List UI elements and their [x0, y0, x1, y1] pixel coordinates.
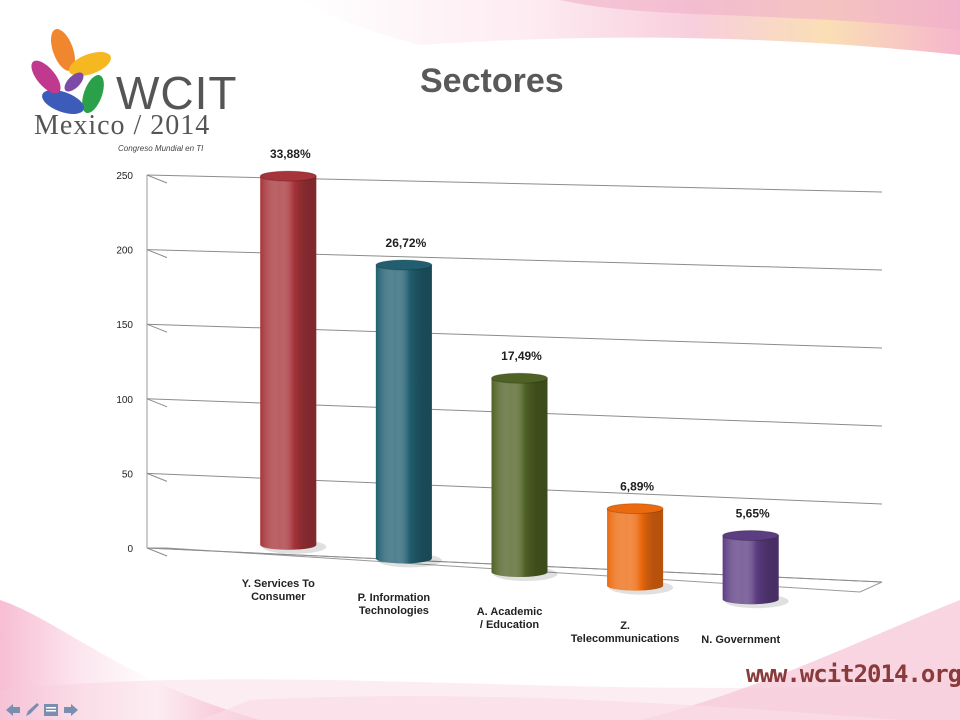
pen-icon[interactable]: [26, 703, 39, 716]
next-arrow-icon[interactable]: [64, 704, 78, 716]
bar-top: [259, 170, 317, 182]
bar-shading: [375, 264, 432, 564]
logo-location-year: Mexico / 2014: [34, 110, 211, 141]
bar-shading: [607, 508, 664, 591]
data-label: 33,88%: [270, 147, 311, 161]
y-tick-label: 100: [116, 395, 133, 406]
bar: [491, 372, 548, 577]
data-label: 5,65%: [736, 507, 770, 521]
data-label: 26,72%: [386, 236, 427, 250]
bar-top: [606, 503, 664, 515]
slide-nav-controls: [6, 703, 78, 716]
x-tick-label: N. Government: [701, 634, 780, 646]
y-tick-label: 200: [116, 246, 133, 257]
gridline-side: [146, 547, 168, 557]
logo-tagline: Congreso Mundial en TI: [118, 144, 204, 153]
pinwheel-icon: [31, 29, 111, 115]
bar: [375, 259, 433, 564]
bar: [722, 530, 780, 605]
gridline: [146, 323, 883, 349]
bar: [259, 170, 317, 550]
y-tick-label: 250: [116, 171, 133, 182]
prev-arrow-icon[interactable]: [6, 704, 20, 716]
logo-wcit-text: WCIT: [116, 67, 238, 119]
gridline: [146, 249, 883, 271]
data-label: 6,89%: [620, 480, 654, 494]
menu-icon[interactable]: [44, 704, 58, 716]
data-label: 17,49%: [501, 349, 542, 363]
gridline-side: [146, 323, 168, 333]
bar-top: [722, 530, 780, 542]
x-tick-label: A. Academic / Education: [477, 606, 543, 631]
bar-shading: [491, 378, 548, 577]
bar-shading: [260, 176, 317, 550]
x-tick-label: Y. Services To Consumer: [242, 578, 315, 603]
x-tick-label: Z. Telecommunications: [571, 620, 680, 645]
y-tick-label: 50: [122, 469, 134, 480]
gridline-side: [146, 249, 168, 259]
gridline: [146, 174, 883, 193]
gridline-side: [146, 472, 168, 482]
bar-top: [491, 372, 548, 384]
gridline-side: [146, 174, 168, 184]
wcit-logo: WCIT Mexico / 2014 Congreso Mundial en T…: [18, 22, 258, 162]
bar-top: [375, 259, 433, 271]
y-tick-label: 150: [116, 320, 133, 331]
bar-shading: [722, 535, 779, 605]
website-url[interactable]: www.wcit2014.org: [746, 660, 960, 688]
x-tick-label: P. Information Technologies: [358, 592, 431, 617]
slide-title: Sectores: [420, 62, 564, 100]
gridline-side: [146, 398, 168, 408]
y-tick-label: 0: [127, 544, 133, 555]
bar: [606, 503, 664, 591]
